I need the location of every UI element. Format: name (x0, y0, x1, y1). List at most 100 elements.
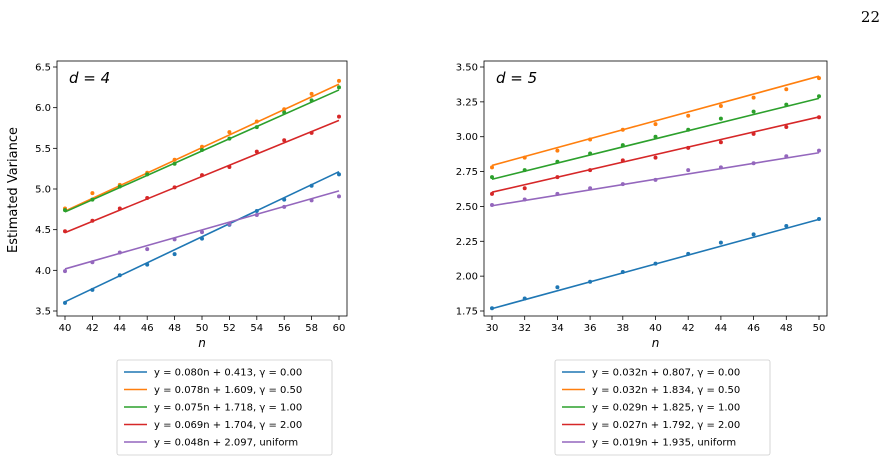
y-tick-label: 2.75 (456, 167, 478, 178)
x-tick-label: 50 (196, 323, 209, 334)
data-point (309, 183, 314, 188)
data-point (817, 76, 821, 81)
legend-entry: y = 0.032n + 0.807, γ = 0.00 (592, 368, 740, 379)
data-point (718, 116, 723, 121)
y-axis-label: Estimated Variance (6, 127, 21, 253)
data-point (555, 175, 560, 180)
data-point (588, 186, 593, 191)
data-point (90, 197, 95, 202)
data-point (337, 172, 341, 177)
data-point (90, 191, 95, 196)
data-point (588, 137, 593, 142)
data-point (490, 191, 494, 196)
data-point (817, 94, 821, 99)
legend-entry: y = 0.080n + 0.413, γ = 0.00 (154, 368, 302, 379)
data-point (337, 194, 341, 199)
data-point (254, 119, 259, 124)
y-tick-label: 5.5 (35, 144, 51, 155)
page-number: 22 (860, 8, 880, 26)
y-tick-label: 2.25 (456, 237, 478, 248)
data-point (522, 168, 527, 173)
data-point (309, 98, 314, 103)
data-point (522, 197, 527, 202)
panel-label: d = 5 (496, 69, 537, 87)
data-point (172, 161, 177, 166)
data-point (282, 138, 287, 143)
legend-entry: y = 0.075n + 1.718, γ = 1.00 (154, 403, 302, 414)
y-tick-label: 3.25 (456, 97, 478, 108)
data-point (227, 221, 232, 226)
data-point (309, 198, 314, 203)
data-point (620, 269, 625, 274)
data-point (686, 251, 691, 256)
data-point (686, 145, 691, 150)
y-tick-label: 5.0 (35, 185, 51, 196)
data-point (653, 177, 658, 182)
legend-entry: y = 0.029n + 1.825, γ = 1.00 (592, 403, 740, 414)
y-tick-label: 3.00 (456, 132, 478, 143)
panel-label: d = 4 (69, 69, 110, 87)
data-point (490, 203, 494, 208)
x-tick-label: 30 (486, 323, 499, 334)
data-point (653, 155, 658, 160)
data-point (817, 115, 821, 120)
data-point (751, 95, 756, 100)
y-tick-label: 4.0 (35, 266, 51, 277)
x-tick-label: 60 (333, 323, 346, 334)
x-tick-label: 58 (305, 323, 318, 334)
data-point (751, 131, 756, 136)
data-point (784, 154, 789, 159)
data-point (117, 184, 122, 189)
data-point (337, 114, 341, 119)
data-point (172, 252, 177, 257)
x-axis-label: n (652, 336, 660, 350)
data-point (200, 230, 204, 235)
data-point (686, 127, 691, 132)
data-point (751, 232, 756, 237)
data-point (117, 273, 122, 278)
data-point (620, 143, 625, 148)
data-point (282, 107, 287, 112)
series-fit-line (491, 116, 820, 193)
x-tick-label: 34 (551, 323, 564, 334)
data-point (522, 186, 527, 191)
x-tick-label: 48 (168, 323, 181, 334)
data-point (172, 237, 177, 242)
chart-panel-d5: 30 32 34 36 38 40 42 44 46 48 50 1.75 2.00 2.25 2.50 2.… (456, 60, 828, 456)
data-point (145, 247, 150, 252)
legend: y = 0.032n + 0.807, γ = 0.00 y = 0.032n +… (554, 359, 771, 456)
data-point (200, 236, 204, 241)
data-point (227, 136, 232, 141)
series-fit-line (491, 75, 820, 167)
x-axis-label: n (198, 336, 206, 350)
y-tick-label: 2.50 (456, 202, 478, 213)
data-point (254, 149, 259, 154)
data-point (172, 157, 177, 162)
data-point (309, 91, 314, 96)
legend-entry: y = 0.069n + 1.704, γ = 2.00 (154, 420, 302, 431)
data-point (254, 213, 259, 218)
y-tick-label: 3.50 (456, 63, 478, 74)
data-point (718, 140, 723, 145)
data-point (63, 229, 67, 234)
data-point (718, 104, 723, 109)
data-point (653, 122, 658, 127)
x-tick-label: 42 (86, 323, 99, 334)
data-point (555, 191, 560, 196)
data-point (490, 175, 494, 180)
data-point (145, 195, 150, 200)
legend: y = 0.080n + 0.413, γ = 0.00 y = 0.078n +… (116, 359, 333, 456)
data-point (254, 208, 259, 213)
data-point (172, 185, 177, 190)
data-point (117, 250, 122, 255)
data-point (653, 134, 658, 139)
legend-box (116, 359, 333, 456)
legend-entry: y = 0.032n + 1.834, γ = 0.50 (592, 385, 740, 396)
y-tick-label: 4.5 (35, 225, 51, 236)
legend-entry: y = 0.048n + 2.097, uniform (154, 438, 298, 449)
data-point (490, 306, 494, 311)
legend-entry: y = 0.019n + 1.935, uniform (592, 438, 736, 449)
data-point (309, 130, 314, 135)
data-point (227, 130, 232, 135)
data-point (282, 204, 287, 209)
